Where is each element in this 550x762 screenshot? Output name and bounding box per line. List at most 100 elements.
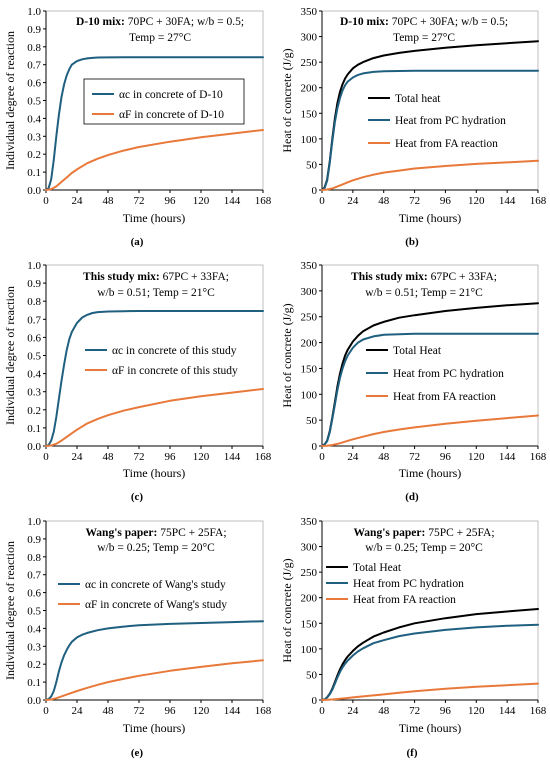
x-tick-label: 96 bbox=[440, 705, 452, 717]
x-tick-label: 96 bbox=[165, 705, 177, 717]
legend-entry: Heat from FA reaction bbox=[353, 594, 456, 606]
y-tick-label: 0.1 bbox=[27, 677, 41, 689]
y-tick-label: 0.0 bbox=[27, 695, 41, 707]
annotation-line-1: Wang's paper: 75PC + 25FA; bbox=[353, 527, 494, 539]
y-tick-label: 1.0 bbox=[27, 6, 41, 18]
y-tick-label: 350 bbox=[301, 260, 318, 272]
series-line-2 bbox=[45, 659, 264, 701]
y-tick-label: 0 bbox=[312, 185, 318, 197]
x-tick-label: 24 bbox=[72, 451, 84, 463]
annotation-line-1: Wang's paper: 75PC + 25FA; bbox=[85, 527, 226, 539]
x-tick-label: 72 bbox=[409, 195, 420, 207]
annotation-mix-detail: 70PC + 30FA; w/b = 0.5; bbox=[389, 16, 508, 28]
chart-b: 0 24 48 72 96 120 144 168 0 50 100 150 200 250 300 350 T… bbox=[280, 6, 547, 248]
y-tick-label: 0.0 bbox=[27, 441, 41, 453]
legend-entry: Heat from PC hydration bbox=[393, 368, 504, 380]
y-tick-label: 200 bbox=[301, 338, 318, 350]
annotation-mix-name: D-10 mix: bbox=[340, 16, 389, 28]
y-tick-label: 0.8 bbox=[27, 552, 41, 564]
y-tick-label: 250 bbox=[301, 567, 318, 579]
panel-label: (a) bbox=[131, 236, 144, 248]
x-tick-label: 120 bbox=[193, 705, 210, 717]
x-tick-label: 96 bbox=[165, 195, 177, 207]
x-tick-label: 144 bbox=[499, 705, 516, 717]
x-tick-label: 72 bbox=[134, 195, 145, 207]
x-tick-label: 24 bbox=[347, 705, 359, 717]
annotation-line-2: w/b = 0.51; Temp = 21°C bbox=[365, 287, 483, 299]
y-tick-label: 0.5 bbox=[27, 96, 41, 108]
legend-entry: αF in concrete of this study bbox=[112, 365, 238, 377]
x-tick-label: 96 bbox=[165, 451, 177, 463]
x-tick-label: 72 bbox=[134, 705, 145, 717]
x-tick-label: 72 bbox=[409, 705, 420, 717]
chart-a: 0 24 48 72 96 120 144 168 0.0 0.1 0.2 0.3 0.4 0.5 0.6 0… bbox=[3, 6, 272, 248]
y-tick-label: 250 bbox=[301, 312, 318, 324]
y-axis-label: Individual degree of reaction bbox=[3, 31, 17, 170]
x-tick-label: 144 bbox=[224, 705, 241, 717]
y-tick-label: 0 bbox=[312, 695, 318, 707]
annotation-line-1: This study mix: 67PC + 33FA; bbox=[351, 271, 497, 283]
annotation-mix-name: Wang's paper: bbox=[85, 527, 157, 539]
panel-label: (e) bbox=[131, 747, 144, 759]
x-tick-label: 48 bbox=[103, 705, 115, 717]
annotation-line-1: This study mix: 67PC + 33FA; bbox=[83, 271, 229, 283]
y-tick-label: 50 bbox=[306, 159, 318, 171]
panel-label: (c) bbox=[131, 491, 144, 503]
x-axis-label: Time (hours) bbox=[123, 211, 186, 225]
y-tick-label: 0.8 bbox=[27, 296, 41, 308]
y-tick-label: 50 bbox=[306, 669, 318, 681]
y-tick-label: 100 bbox=[301, 389, 318, 401]
annotation-mix-name: This study mix: bbox=[351, 271, 428, 283]
series-line-2 bbox=[45, 388, 264, 447]
y-axis-label: Heat of concrete (J/g) bbox=[280, 303, 294, 407]
x-tick-label: 120 bbox=[468, 195, 485, 207]
panel-label: (f) bbox=[407, 747, 418, 759]
annotation-mix-detail: 70PC + 30FA; w/b = 0.5; bbox=[125, 16, 244, 28]
chart-c: 0 24 48 72 96 120 144 168 0.0 0.1 0.2 0.3 0.4 0.5 0.6 0… bbox=[3, 260, 272, 503]
y-tick-label: 0.9 bbox=[27, 24, 41, 36]
panel-label: (b) bbox=[405, 236, 419, 248]
x-tick-label: 168 bbox=[530, 451, 547, 463]
x-tick-label: 0 bbox=[43, 195, 49, 207]
x-tick-label: 144 bbox=[224, 451, 241, 463]
y-tick-label: 0.6 bbox=[27, 588, 41, 600]
annotation-line-2: Temp = 27°C bbox=[129, 32, 191, 44]
legend-entry: αc in concrete of D-10 bbox=[119, 89, 223, 101]
y-tick-label: 350 bbox=[301, 6, 318, 18]
x-tick-label: 96 bbox=[440, 451, 452, 463]
series-line-3 bbox=[321, 414, 539, 447]
x-tick-label: 0 bbox=[319, 451, 325, 463]
x-tick-label: 0 bbox=[43, 451, 49, 463]
y-tick-label: 300 bbox=[301, 542, 318, 554]
y-tick-label: 350 bbox=[301, 516, 318, 528]
y-tick-label: 300 bbox=[301, 286, 318, 298]
y-axis-label: Individual degree of reaction bbox=[3, 541, 17, 680]
y-tick-label: 0.8 bbox=[27, 42, 41, 54]
x-tick-label: 72 bbox=[134, 451, 145, 463]
legend-entry: Total Heat bbox=[393, 345, 442, 357]
y-tick-label: 100 bbox=[301, 134, 318, 146]
series-line-2 bbox=[321, 332, 539, 447]
chart-d: 0 24 48 72 96 120 144 168 0 50 100 150 200 250 300 350 T… bbox=[280, 260, 547, 503]
x-tick-label: 0 bbox=[43, 705, 49, 717]
annotation-mix-detail: 75PC + 25FA; bbox=[425, 527, 494, 539]
y-tick-label: 0.7 bbox=[27, 314, 41, 326]
x-tick-label: 96 bbox=[440, 195, 452, 207]
legend-entry: αF in concrete of Wang's study bbox=[85, 599, 227, 611]
legend-entry: Heat from PC hydration bbox=[395, 115, 506, 127]
y-tick-label: 0.2 bbox=[27, 659, 41, 671]
y-tick-label: 1.0 bbox=[27, 260, 41, 272]
y-tick-label: 150 bbox=[301, 108, 318, 120]
y-tick-label: 200 bbox=[301, 83, 318, 95]
legend-entry: Heat from FA reaction bbox=[393, 391, 496, 403]
annotation-mix-detail: 75PC + 25FA; bbox=[157, 527, 226, 539]
annotation-mix-detail: 67PC + 33FA; bbox=[160, 271, 229, 283]
annotation-line-2: Temp = 27°C bbox=[393, 32, 455, 44]
x-tick-label: 24 bbox=[347, 451, 359, 463]
x-axis-label: Time (hours) bbox=[399, 211, 462, 225]
series-line-2 bbox=[45, 129, 264, 191]
annotation-line-2: w/b = 0.25; Temp = 20°C bbox=[97, 542, 215, 554]
y-tick-label: 150 bbox=[301, 363, 318, 375]
x-tick-label: 24 bbox=[72, 705, 84, 717]
y-tick-label: 150 bbox=[301, 618, 318, 630]
